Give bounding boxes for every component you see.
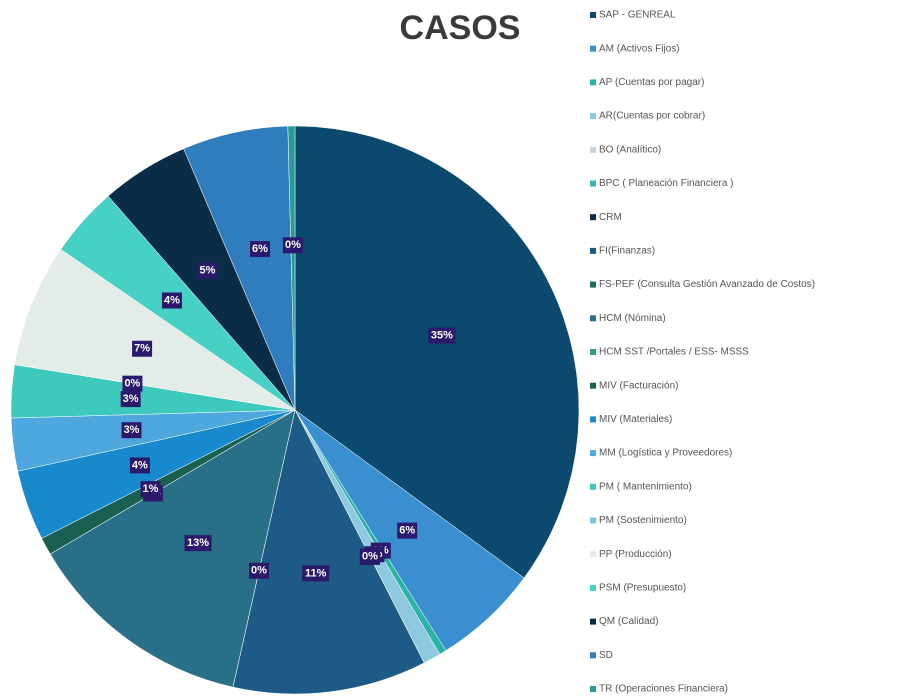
legend-label: SAP - GENREAL xyxy=(599,10,676,21)
legend-swatch xyxy=(590,686,596,692)
legend-label: BO (Analítico) xyxy=(599,144,661,155)
data-label-text: 0% xyxy=(124,378,140,390)
data-label: 0% xyxy=(122,375,143,392)
legend-swatch xyxy=(590,450,596,457)
data-label-box xyxy=(122,375,143,392)
legend-label: MIV (Facturación) xyxy=(599,380,678,391)
legend-label: TR (Operaciones Financiera) xyxy=(599,684,728,695)
data-label-box xyxy=(140,481,161,498)
legend-swatch xyxy=(590,382,596,389)
data-label: 6% xyxy=(250,241,271,258)
data-label: 0% xyxy=(359,548,380,565)
legend-swatch xyxy=(590,214,596,221)
legend-label: QM (Calidad) xyxy=(599,616,658,627)
data-label: 3% xyxy=(120,391,141,408)
data-label-box xyxy=(250,241,271,258)
pie-slice xyxy=(287,125,296,411)
data-label: 11% xyxy=(302,565,330,582)
data-label-box xyxy=(282,237,303,254)
data-label: 1% xyxy=(140,481,161,498)
legend-swatch xyxy=(590,517,596,524)
legend-label: PSM (Presupuesto) xyxy=(599,583,686,594)
data-label-box xyxy=(132,340,153,357)
legend-swatch xyxy=(590,584,596,591)
data-label: 7% xyxy=(132,340,153,357)
legend-swatch xyxy=(590,146,596,153)
legend-label: MM (Logística y Proveedores) xyxy=(599,448,732,459)
chart-title: CASOS xyxy=(400,9,521,47)
legend-label: HCM SST /Portales / ESS- MSSS xyxy=(599,347,749,358)
legend-label: PM ( Mantenimiento) xyxy=(599,481,692,492)
legend-swatch xyxy=(590,113,596,120)
legend-label: CRM xyxy=(599,212,622,223)
legend-swatch xyxy=(590,652,596,659)
data-label-text: 6% xyxy=(399,525,415,537)
legend-swatch xyxy=(590,416,596,423)
data-label: 0% xyxy=(282,237,303,254)
pie-slice xyxy=(14,249,296,411)
data-label-box xyxy=(248,562,269,579)
pie-slice xyxy=(294,125,580,579)
pie-slice xyxy=(49,409,296,688)
data-label: 4% xyxy=(129,457,150,474)
data-label-text: 7% xyxy=(134,343,150,355)
data-label-text: 5% xyxy=(200,264,216,276)
legend-swatch xyxy=(590,45,596,52)
data-label-text: 35% xyxy=(431,329,453,341)
legend-swatch xyxy=(590,79,596,86)
data-label-box xyxy=(120,391,141,408)
data-label-text: 0% xyxy=(251,565,267,577)
legend-label: MIV (Materiales) xyxy=(599,414,672,425)
legend-swatch xyxy=(590,315,596,322)
data-label: 3% xyxy=(121,422,142,439)
data-label: 5% xyxy=(197,262,218,279)
legend-swatch xyxy=(590,551,596,558)
data-label: 4% xyxy=(161,292,182,309)
data-label-text: 13% xyxy=(187,537,209,549)
data-label-box xyxy=(184,535,212,552)
legend-label: HCM (Nómina) xyxy=(599,313,666,324)
legend-label: AP (Cuentas por pagar) xyxy=(599,77,704,88)
data-label-text: 3% xyxy=(123,393,139,405)
data-label-text: 0% xyxy=(362,551,378,563)
legend-swatch xyxy=(590,349,596,355)
legend-label: PP (Producción) xyxy=(599,549,672,560)
data-label-box xyxy=(428,327,456,344)
legend-label: SD xyxy=(599,650,613,661)
legend-swatch xyxy=(590,281,596,288)
legend-label: FS-PEF (Consulta Gestión Avanzado de Cos… xyxy=(599,279,815,290)
data-label-text: 4% xyxy=(132,459,148,471)
legend-label: BPC ( Planeación Financiera ) xyxy=(599,178,734,189)
data-label-box xyxy=(197,262,218,279)
legend-swatch xyxy=(590,618,596,625)
legend-swatch xyxy=(590,483,596,490)
data-label-text: 11% xyxy=(305,567,327,579)
data-label-box xyxy=(359,548,380,565)
data-label: 0% xyxy=(248,562,269,579)
data-label-text: 4% xyxy=(164,294,180,306)
data-label: 6% xyxy=(397,522,418,539)
data-label: 13% xyxy=(184,535,212,552)
data-label-text: 1% xyxy=(143,483,159,495)
data-label-text: 0% xyxy=(285,239,301,251)
pie-slice xyxy=(232,409,425,695)
legend-swatch xyxy=(590,180,596,187)
legend-swatch xyxy=(590,247,596,254)
legend-label: AR(Cuentas por cobrar) xyxy=(599,111,705,122)
data-label-box xyxy=(302,565,330,582)
data-label-text: 3% xyxy=(124,424,140,436)
data-label: 35% xyxy=(428,327,456,344)
legend-label: PM (Sostenimiento) xyxy=(599,515,687,526)
legend-label: AM (Activos Fijos) xyxy=(599,43,680,54)
data-label-box xyxy=(121,422,142,439)
data-label-box xyxy=(397,522,418,539)
legend-label: FI(Finanzas) xyxy=(599,246,655,257)
data-label-box xyxy=(129,457,150,474)
data-label-text: 6% xyxy=(252,243,268,255)
data-label-box xyxy=(161,292,182,309)
legend-swatch xyxy=(590,12,596,18)
